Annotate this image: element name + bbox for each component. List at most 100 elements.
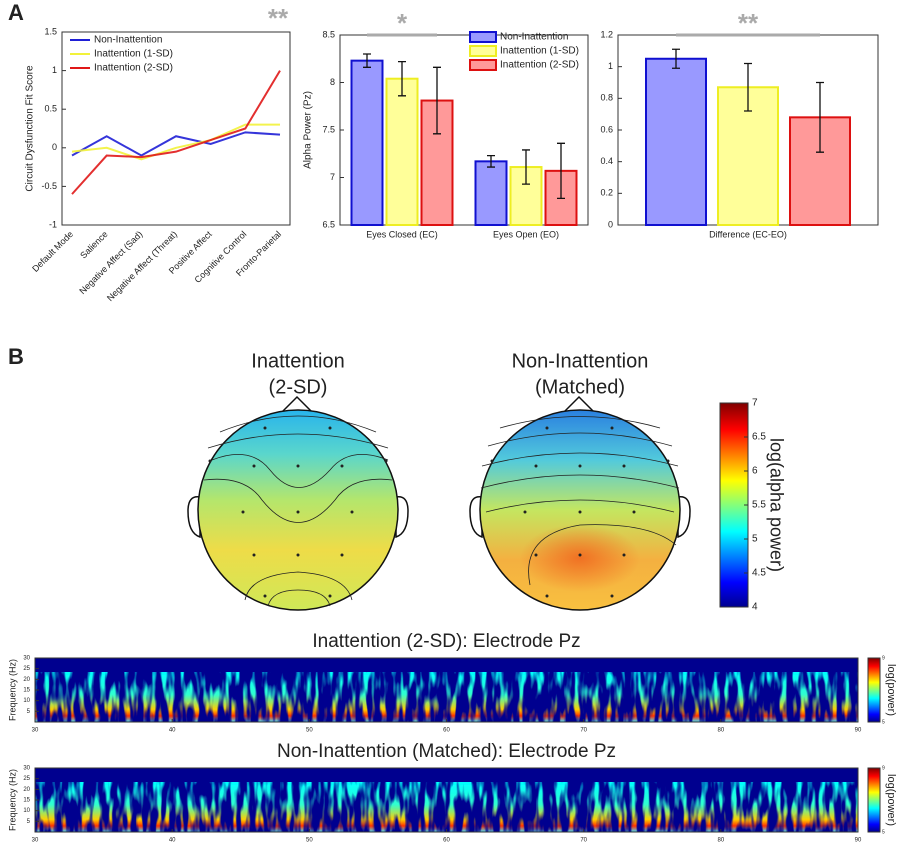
x-tick-label: 40	[169, 728, 176, 734]
annotation: **	[738, 8, 759, 38]
y-tick-label: 0.5	[44, 104, 57, 114]
legend-label: Inattention (2-SD)	[500, 60, 579, 71]
y-tick-label: 5	[27, 709, 31, 715]
topomap-title: (2-SD)	[269, 376, 328, 398]
colorbar	[719, 402, 749, 608]
series-line	[71, 123, 280, 161]
x-tick-label: 90	[855, 838, 862, 843]
x-tick-label: 30	[32, 728, 39, 734]
colorbar-tick-label: 6.5	[752, 432, 766, 443]
spectrogram-title: Inattention (2-SD): Electrode Pz	[312, 631, 580, 652]
x-tick-label: Eyes Open (EO)	[493, 229, 559, 239]
spectrogram-image	[35, 658, 858, 832]
x-tick-label: Negative Affect (Threat)	[105, 229, 179, 303]
colorbar-tick-label: 5	[882, 719, 885, 725]
error-bar	[672, 48, 680, 69]
error-bar	[816, 81, 824, 153]
legend-label: Inattention (2-SD)	[94, 63, 173, 74]
error-bar	[744, 62, 752, 112]
y-tick-label: 20	[23, 677, 30, 683]
colorbar-label: log(alpha power)	[766, 438, 786, 572]
annotation: *	[397, 8, 408, 38]
y-axis-label: Alpha Power (Pz)	[303, 91, 314, 169]
y-tick-label: 0	[52, 142, 57, 152]
x-tick-label: 80	[717, 838, 724, 843]
y-tick-label: 1.5	[44, 26, 57, 36]
error-bar	[487, 155, 495, 168]
y-tick-label: 6.5	[322, 219, 335, 229]
colorbar-tick-label: 9	[882, 655, 885, 661]
y-tick-label: 5	[27, 819, 31, 825]
y-tick-label: 10	[23, 808, 30, 814]
y-tick-label: 0.8	[600, 93, 613, 103]
colorbar-tick-label: 5.5	[752, 500, 766, 511]
legend-swatch	[469, 45, 497, 57]
error-bar	[522, 149, 530, 185]
x-tick-label: 90	[855, 728, 862, 734]
y-tick-label: 0.6	[600, 124, 613, 134]
series-line	[71, 131, 281, 157]
y-tick-label: 0.4	[600, 156, 613, 166]
y-tick-label: 10	[23, 698, 30, 704]
colorbar-tick-label: 5	[882, 829, 885, 835]
error-bar	[433, 66, 441, 135]
y-tick-label: 7	[330, 172, 335, 182]
y-tick-label: 20	[23, 787, 30, 793]
annotation: **	[268, 3, 289, 33]
y-tick-label: 0	[608, 219, 613, 229]
y-tick-label: 25	[23, 666, 30, 672]
spectrogram-title: Non-Inattention (Matched): Electrode Pz	[277, 741, 616, 762]
legend-label: Non-Inattention	[500, 32, 568, 43]
x-tick-label: 60	[443, 838, 450, 843]
x-tick-label: 70	[580, 728, 587, 734]
colorbar-tick-label: 7	[752, 398, 758, 409]
legend-label: Inattention (1-SD)	[500, 46, 579, 57]
x-tick-label: Salience	[78, 229, 109, 260]
topomap-right	[469, 395, 691, 611]
x-tick-label: Difference (EC-EO)	[709, 229, 787, 239]
x-tick-label: 50	[306, 728, 313, 734]
y-tick-label: 0.2	[600, 188, 613, 198]
error-bar	[557, 142, 565, 200]
colorbar-tick-label: 4	[752, 602, 758, 613]
y-tick-label: 25	[23, 776, 30, 782]
y-tick-label: 15	[23, 688, 30, 694]
topomap-title: Inattention	[251, 350, 344, 372]
legend-label: Non-Inattention	[94, 35, 162, 46]
y-tick-label: 7.5	[322, 124, 335, 134]
y-tick-label: 8.5	[322, 29, 335, 39]
y-tick-label: 1.2	[600, 29, 613, 39]
x-tick-label: 30	[32, 838, 39, 843]
x-tick-label: 40	[169, 838, 176, 843]
y-tick-label: -1	[49, 219, 57, 229]
legend-label: Inattention (1-SD)	[94, 49, 173, 60]
colorbar-label: log(power)	[885, 664, 897, 716]
x-tick-label: Negative Affect (Sad)	[77, 229, 144, 296]
topomap-title: Non-Inattention	[512, 350, 649, 372]
error-bar	[398, 60, 406, 97]
y-tick-label: 15	[23, 798, 30, 804]
colorbar-tick-label: 4.5	[752, 568, 766, 579]
topomap-left	[187, 395, 409, 611]
y-axis-label: Frequency (Hz)	[7, 659, 17, 721]
panel-label: B	[8, 344, 24, 369]
error-bar	[363, 53, 371, 68]
colorbar-label: log(power)	[885, 774, 897, 826]
legend-swatch	[469, 59, 497, 71]
colorbar-tick-label: 6	[752, 466, 758, 477]
x-tick-label: 70	[580, 838, 587, 843]
x-tick-label: Eyes Closed (EC)	[366, 229, 438, 239]
bar	[645, 57, 707, 226]
y-tick-label: -0.5	[41, 181, 57, 191]
x-tick-label: 80	[717, 728, 724, 734]
x-tick-label: 60	[443, 728, 450, 734]
y-tick-label: 1	[608, 61, 613, 71]
y-axis-label: Frequency (Hz)	[7, 769, 17, 831]
colorbar	[867, 657, 881, 723]
y-tick-label: 8	[330, 77, 335, 87]
plot-frame	[61, 31, 291, 226]
colorbar-tick-label: 9	[882, 765, 885, 771]
y-tick-label: 30	[23, 656, 30, 662]
y-tick-label: 1	[52, 65, 57, 75]
